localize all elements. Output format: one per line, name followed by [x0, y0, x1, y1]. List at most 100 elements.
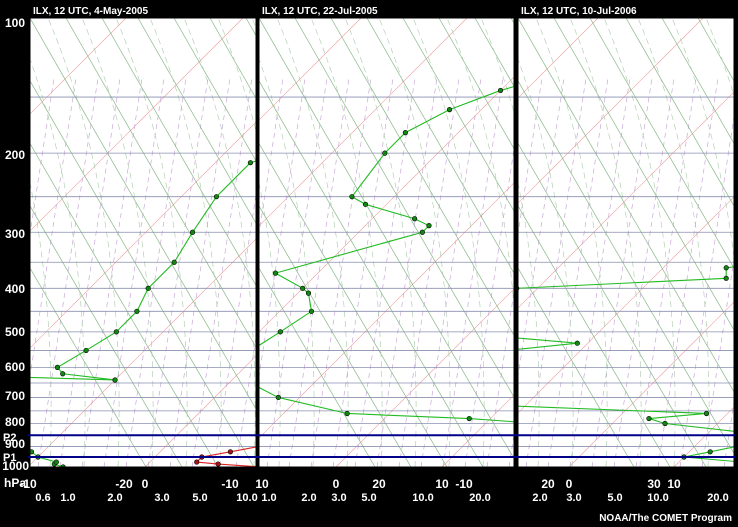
isotherm-line: [144, 355, 256, 467]
moist-adiabat-line: [446, 18, 514, 310]
mixing-ratio-tick-label: 2.0: [107, 492, 122, 504]
moist-adiabat-line: [115, 18, 188, 467]
dry-adiabat-line: [259, 267, 376, 467]
dewpoint-point: [60, 464, 66, 467]
moist-adiabat-line: [569, 18, 642, 467]
dewpoint-point: [703, 410, 710, 417]
temperature-tick-label: -20: [115, 477, 133, 491]
dewpoint-point: [707, 449, 713, 455]
moist-adiabat-line: [637, 18, 710, 467]
dewpoint-point: [308, 308, 315, 314]
mixing-ratio-line: [420, 77, 482, 467]
dewpoint-point: [30, 449, 35, 455]
pressure-tick-600: 600: [5, 360, 25, 374]
dewpoint-point: [300, 285, 306, 291]
panel-frame: [517, 17, 735, 468]
mixing-ratio-line: [569, 77, 631, 467]
dry-adiabat-line: [101, 18, 256, 286]
mixing-ratio-line: [147, 77, 209, 467]
dewpoint-point: [723, 275, 729, 281]
moist-adiabat-line: [81, 18, 154, 467]
temperature-tick-label: -10: [221, 477, 239, 491]
temperature-tick-label: -10: [455, 477, 473, 491]
isotherm-line: [30, 18, 244, 232]
dewpoint-point: [171, 259, 177, 265]
mixing-ratio-line: [191, 77, 253, 467]
dewpoint-point: [497, 87, 504, 94]
mixing-ratio-tick-label: 10.0: [236, 492, 257, 504]
temperature-tick-label: 20: [541, 477, 555, 491]
mixing-ratio-line: [376, 77, 438, 467]
dry-adiabat-line: [137, 18, 256, 224]
mixing-ratio-tick-label: 5.0: [192, 492, 207, 504]
moist-adiabat-line: [344, 18, 417, 467]
moist-adiabat-line: [30, 58, 86, 467]
isotherm-line: [30, 121, 256, 349]
dewpoint-point: [662, 420, 668, 427]
dewpoint-point: [305, 290, 312, 296]
dewpoint-point: [134, 308, 140, 314]
mixing-ratio-tick-label: 10.0: [412, 492, 433, 504]
dry-adiabat-line: [294, 18, 514, 398]
moist-adiabat-line: [705, 18, 734, 97]
moist-adiabat-line: [671, 18, 734, 261]
mixing-ratio-line: [310, 77, 372, 467]
mixing-ratio-tick-label: 3.0: [154, 492, 169, 504]
mixing-ratio-line: [125, 77, 187, 467]
moist-adiabat-line: [518, 58, 574, 467]
dewpoint-point: [723, 265, 729, 271]
panel-background: [518, 18, 734, 467]
panel-grid: [259, 18, 514, 467]
dewpoint-point: [189, 229, 196, 235]
temperature-tick-label: 30: [647, 477, 661, 491]
dry-adiabat-line: [438, 18, 514, 150]
pressure-tick-100: 100: [5, 16, 25, 30]
mixing-ratio-line: [486, 289, 514, 467]
panel-title: ILX, 12 UTC, 4-May-2005: [33, 6, 148, 17]
dry-adiabat-line: [259, 142, 448, 467]
pressure-tick-400: 400: [5, 282, 25, 296]
dewpoint-point: [272, 270, 279, 276]
dewpoint-point: [247, 160, 254, 166]
panel-title-bar: [518, 2, 734, 18]
dry-adiabat-line: [518, 267, 635, 467]
mixing-ratio-line: [613, 77, 675, 467]
dry-adiabat-line: [30, 205, 183, 467]
dry-adiabat-line: [625, 18, 734, 207]
mixing-ratio-line: [518, 77, 543, 236]
level-marker-label-p2: P2: [3, 432, 16, 444]
dry-adiabat-line: [330, 18, 514, 336]
temperature-tick-label: 0: [566, 477, 573, 491]
mixing-ratio-tick-label: 1.0: [261, 492, 276, 504]
panel-title-bar: [259, 2, 514, 18]
mixing-ratio-line: [259, 77, 284, 236]
dry-adiabat-line: [209, 18, 256, 99]
temperature-point: [194, 459, 200, 465]
dry-adiabat-line: [173, 18, 256, 162]
dry-adiabat-line: [518, 205, 671, 467]
mixing-ratio-line: [103, 77, 165, 467]
credit-text: NOAA/The COMET Program: [599, 513, 732, 524]
dry-adiabat-line: [30, 142, 219, 467]
moist-adiabat-line: [183, 18, 256, 467]
isotherm-line: [30, 18, 127, 115]
panel-title: ILX, 12 UTC, 22-Jul-2005: [262, 6, 378, 17]
dry-adiabat-line: [30, 267, 147, 467]
mixing-ratio-line: [266, 77, 328, 467]
dewpoint-point: [113, 329, 119, 335]
dewpoint-point: [362, 201, 369, 207]
moist-adiabat-line: [535, 18, 608, 467]
pressure-tick-500: 500: [5, 325, 25, 339]
dewpoint-point: [419, 229, 425, 235]
moist-adiabat-line: [378, 18, 451, 467]
mixing-ratio-line: [701, 257, 734, 467]
mixing-ratio-tick-label: 10.0: [647, 492, 668, 504]
isotherm-line: [518, 18, 704, 204]
moist-adiabat-line: [518, 181, 540, 467]
pressure-tick-900: 900: [5, 437, 25, 451]
moist-adiabat-line: [276, 18, 349, 467]
mixing-ratio-tick-label: 5.0: [607, 492, 622, 504]
pressure-tick-300: 300: [5, 227, 25, 241]
mixing-ratio-tick-label: 1.0: [60, 492, 75, 504]
